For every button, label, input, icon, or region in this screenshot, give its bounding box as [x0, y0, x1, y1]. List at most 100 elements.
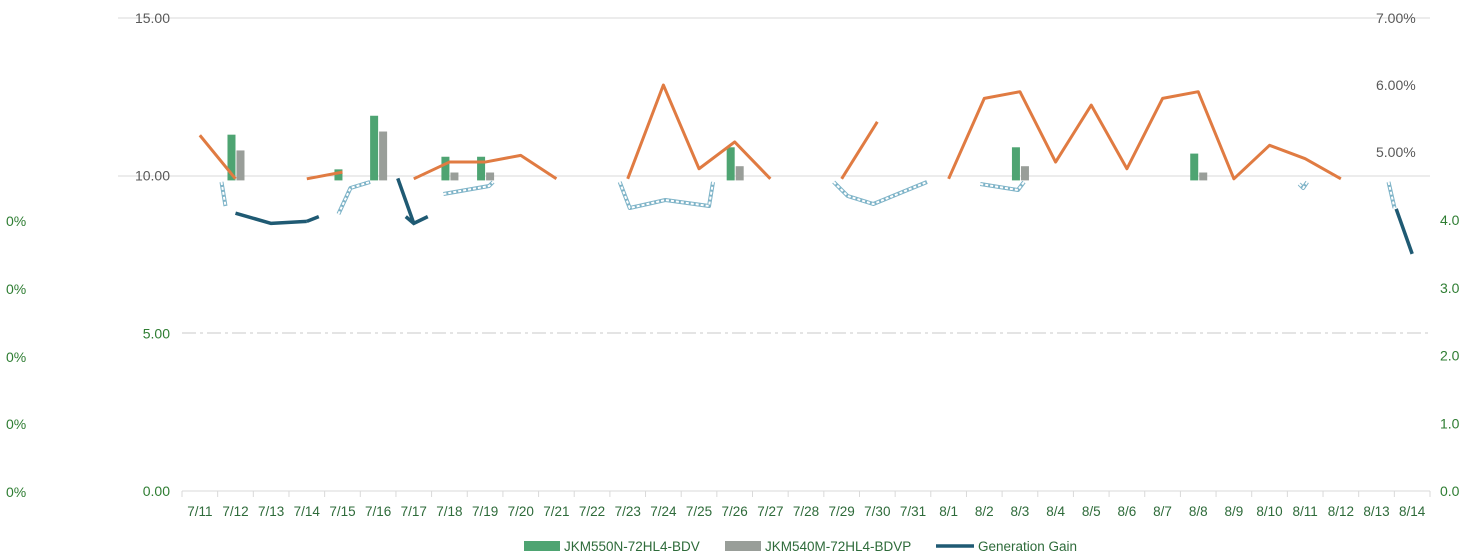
- bar-jkm540m: [486, 172, 495, 181]
- x-tick-label: 7/28: [793, 504, 819, 519]
- line-series-generation-gain: [396, 177, 416, 224]
- line-series-orange: [306, 170, 343, 181]
- bar-jkm550n: [370, 115, 379, 181]
- line-series-orange: [840, 121, 879, 180]
- bars: [227, 115, 1208, 181]
- x-tick-label: 7/14: [294, 504, 321, 519]
- x-tick-label: 8/4: [1046, 504, 1065, 519]
- bar-jkm540m: [450, 172, 459, 181]
- right-upper-tick-label: 5.00%: [1376, 144, 1416, 160]
- bar-jkm540m: [236, 150, 245, 181]
- line-series-orange: [413, 153, 558, 181]
- lines: [198, 83, 1414, 255]
- x-axis-ticks: 7/11 7/12 7/13 7/14 7/15 7/16 7/17 7/18 7/19 7/20…: [187, 504, 1426, 519]
- left-tick-label: 10.00: [135, 168, 170, 184]
- line-series-ghost-inner: [1298, 181, 1309, 189]
- left-tick-label: 5.00: [143, 325, 170, 341]
- x-tick-label: 7/13: [258, 504, 284, 519]
- x-tick-label: 8/5: [1082, 504, 1101, 519]
- left-tick-label: 0.00: [143, 483, 170, 499]
- x-tick-label: 8/9: [1224, 504, 1243, 519]
- line-series-ghost-inner: [618, 181, 715, 209]
- right-tick-label: 3.0: [1440, 280, 1460, 296]
- line-series-orange: [947, 90, 1342, 181]
- right-tick-label: 0.0: [1440, 483, 1460, 499]
- x-tick-label: 7/23: [615, 504, 641, 519]
- bar-jkm550n: [334, 169, 343, 181]
- line-series-orange: [198, 134, 237, 180]
- bar-jkm540m: [1199, 172, 1208, 181]
- x-tick-label: 7/12: [222, 504, 248, 519]
- gridlines: [118, 17, 1431, 497]
- bar-jkm550n: [227, 134, 236, 181]
- bar-jkm540m: [1020, 166, 1029, 181]
- x-tick-label: 8/11: [1293, 504, 1318, 519]
- x-tick-label: 7/31: [900, 504, 926, 519]
- line-series-ghost-inner: [1387, 181, 1396, 209]
- x-tick-label: 8/7: [1153, 504, 1172, 519]
- x-tick-label: 7/11: [187, 504, 212, 519]
- legend-label: JKM540M-72HL4-BDVP: [765, 539, 911, 554]
- legend-swatch-jkm550n: [524, 541, 560, 551]
- line-series-ghost-inner: [220, 181, 227, 207]
- line-series-ghost-inner: [337, 181, 371, 215]
- bar-jkm550n: [441, 156, 450, 181]
- legend-label: Generation Gain: [978, 539, 1077, 554]
- x-tick-label: 7/16: [365, 504, 391, 519]
- line-series-generation-gain: [235, 211, 307, 226]
- x-tick-label: 8/2: [975, 504, 994, 519]
- x-tick-label: 7/17: [401, 504, 427, 519]
- x-tick-label: 7/29: [829, 504, 855, 519]
- left-inner-tick-label: 0%: [6, 484, 26, 500]
- bar-jkm550n: [1011, 147, 1020, 181]
- x-tick-label: 7/15: [329, 504, 355, 519]
- x-tick-label: 8/1: [939, 504, 958, 519]
- bar-jkm540m: [735, 166, 744, 181]
- line-series-ghost-inner: [443, 181, 494, 195]
- left-inner-tick-label: 0%: [6, 213, 26, 229]
- x-tick-label: 7/27: [757, 504, 783, 519]
- left-axis-ticks: 0.00 5.00 10.00 15.00: [135, 10, 170, 499]
- line-series-orange: [626, 83, 772, 180]
- legend: JKM550N-72HL4-BDV JKM540M-72HL4-BDVP Gener…: [524, 539, 1077, 554]
- x-tick-label: 7/25: [686, 504, 712, 519]
- bar-jkm550n: [477, 156, 486, 181]
- x-tick-label: 8/10: [1256, 504, 1282, 519]
- right-tick-label: 1.0: [1440, 415, 1460, 431]
- line-series-ghost: [832, 180, 928, 206]
- line-series-generation-gain: [1394, 208, 1414, 255]
- right-tick-label: 4.0: [1440, 212, 1460, 228]
- x-tick-label: 7/21: [543, 504, 569, 519]
- line-series-ghost: [617, 181, 716, 210]
- x-tick-label: 7/22: [579, 504, 605, 519]
- right-upper-axis-ticks: 5.00% 6.00% 7.00%: [1376, 10, 1416, 160]
- legend-swatch-jkm540m: [725, 541, 761, 551]
- x-tick-label: 7/19: [472, 504, 498, 519]
- x-tick-label: 7/26: [722, 504, 748, 519]
- x-tick-label: 8/8: [1189, 504, 1208, 519]
- left-inner-axis-ticks: 0% 0% 0% 0% 0%: [6, 213, 26, 500]
- bar-jkm550n: [726, 147, 735, 181]
- right-upper-tick-label: 7.00%: [1376, 10, 1416, 26]
- x-tick-label: 7/24: [650, 504, 677, 519]
- x-tick-label: 8/14: [1399, 504, 1426, 519]
- x-tick-label: 7/18: [436, 504, 462, 519]
- left-inner-tick-label: 0%: [6, 349, 26, 365]
- line-series-ghost-inner: [980, 181, 1025, 191]
- line-series-generation-gain: [306, 214, 320, 223]
- left-inner-tick-label: 0%: [6, 281, 26, 297]
- bar-jkm540m: [379, 131, 388, 181]
- x-tick-label: 8/3: [1011, 504, 1030, 519]
- x-tick-label: 8/12: [1328, 504, 1354, 519]
- left-inner-tick-label: 0%: [6, 416, 26, 432]
- x-tick-label: 8/6: [1118, 504, 1137, 519]
- line-series-ghost-inner: [832, 181, 928, 205]
- right-tick-label: 2.0: [1440, 348, 1460, 364]
- x-tick-label: 7/30: [864, 504, 890, 519]
- right-upper-tick-label: 6.00%: [1376, 77, 1416, 93]
- left-tick-label: 15.00: [135, 10, 170, 26]
- legend-label: JKM550N-72HL4-BDV: [564, 539, 700, 554]
- x-tick-label: 8/13: [1363, 504, 1389, 519]
- line-series-generation-gain: [404, 215, 429, 226]
